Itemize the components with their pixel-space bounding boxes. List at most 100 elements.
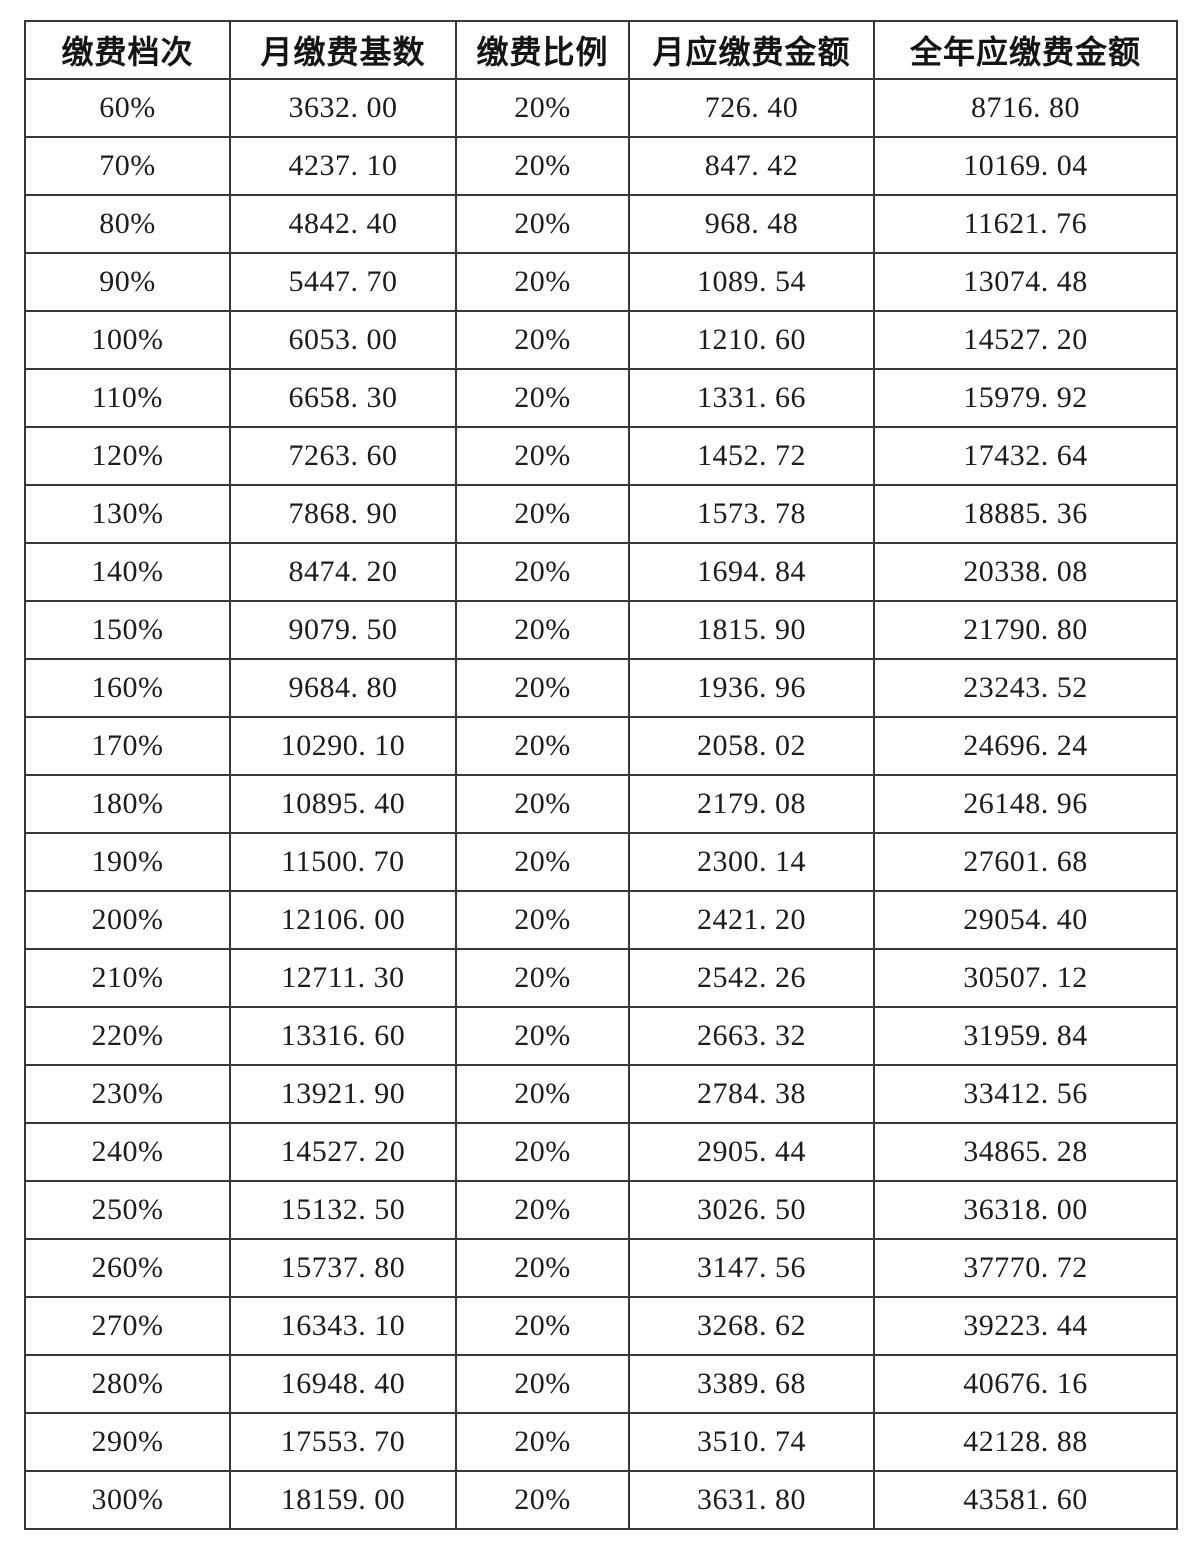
cell-ratio: 20% (455, 890, 630, 950)
cell-ratio: 20% (455, 774, 630, 834)
table-row: 250% 15132. 50 20% 3026. 50 36318. 00 (24, 1180, 1178, 1240)
cell-base: 18159. 00 (229, 1470, 457, 1530)
cell-annual: 14527. 20 (873, 310, 1178, 370)
cell-tier: 280% (24, 1354, 231, 1414)
cell-annual: 20338. 08 (873, 542, 1178, 602)
cell-monthly: 1331. 66 (628, 368, 875, 428)
cell-base: 11500. 70 (229, 832, 457, 892)
cell-base: 12106. 00 (229, 890, 457, 950)
cell-tier: 270% (24, 1296, 231, 1356)
cell-annual: 26148. 96 (873, 774, 1178, 834)
contribution-grades-table: 缴费档次 月缴费基数 缴费比例 月应缴费金额 全年应缴费金额 60% 3632. … (24, 20, 1178, 1530)
cell-tier: 60% (24, 78, 231, 138)
cell-base: 13316. 60 (229, 1006, 457, 1066)
cell-annual: 40676. 16 (873, 1354, 1178, 1414)
cell-monthly: 2058. 02 (628, 716, 875, 776)
table-row: 210% 12711. 30 20% 2542. 26 30507. 12 (24, 948, 1178, 1008)
cell-monthly: 1089. 54 (628, 252, 875, 312)
cell-monthly: 3026. 50 (628, 1180, 875, 1240)
cell-annual: 11621. 76 (873, 194, 1178, 254)
cell-base: 16343. 10 (229, 1296, 457, 1356)
cell-base: 15132. 50 (229, 1180, 457, 1240)
cell-monthly: 3510. 74 (628, 1412, 875, 1472)
cell-ratio: 20% (455, 484, 630, 544)
table-row: 270% 16343. 10 20% 3268. 62 39223. 44 (24, 1296, 1178, 1356)
table-row: 140% 8474. 20 20% 1694. 84 20338. 08 (24, 542, 1178, 602)
cell-ratio: 20% (455, 1238, 630, 1298)
col-header-monthly: 月应缴费金额 (628, 20, 875, 80)
table-row: 170% 10290. 10 20% 2058. 02 24696. 24 (24, 716, 1178, 776)
cell-monthly: 1694. 84 (628, 542, 875, 602)
cell-annual: 33412. 56 (873, 1064, 1178, 1124)
cell-base: 16948. 40 (229, 1354, 457, 1414)
cell-tier: 290% (24, 1412, 231, 1472)
cell-ratio: 20% (455, 542, 630, 602)
cell-base: 7263. 60 (229, 426, 457, 486)
cell-ratio: 20% (455, 1064, 630, 1124)
table-row: 130% 7868. 90 20% 1573. 78 18885. 36 (24, 484, 1178, 544)
table-row: 110% 6658. 30 20% 1331. 66 15979. 92 (24, 368, 1178, 428)
cell-base: 17553. 70 (229, 1412, 457, 1472)
table-row: 100% 6053. 00 20% 1210. 60 14527. 20 (24, 310, 1178, 370)
cell-monthly: 726. 40 (628, 78, 875, 138)
cell-ratio: 20% (455, 1122, 630, 1182)
cell-tier: 240% (24, 1122, 231, 1182)
cell-base: 9684. 80 (229, 658, 457, 718)
cell-annual: 42128. 88 (873, 1412, 1178, 1472)
cell-tier: 150% (24, 600, 231, 660)
cell-tier: 180% (24, 774, 231, 834)
table-row: 150% 9079. 50 20% 1815. 90 21790. 80 (24, 600, 1178, 660)
cell-annual: 13074. 48 (873, 252, 1178, 312)
cell-base: 12711. 30 (229, 948, 457, 1008)
cell-base: 5447. 70 (229, 252, 457, 312)
cell-monthly: 1573. 78 (628, 484, 875, 544)
cell-ratio: 20% (455, 1296, 630, 1356)
cell-ratio: 20% (455, 252, 630, 312)
cell-tier: 200% (24, 890, 231, 950)
cell-base: 14527. 20 (229, 1122, 457, 1182)
col-header-tier: 缴费档次 (24, 20, 231, 80)
cell-annual: 34865. 28 (873, 1122, 1178, 1182)
cell-ratio: 20% (455, 426, 630, 486)
cell-monthly: 2421. 20 (628, 890, 875, 950)
cell-annual: 43581. 60 (873, 1470, 1178, 1530)
cell-ratio: 20% (455, 600, 630, 660)
cell-tier: 230% (24, 1064, 231, 1124)
cell-annual: 29054. 40 (873, 890, 1178, 950)
cell-monthly: 2300. 14 (628, 832, 875, 892)
cell-monthly: 847. 42 (628, 136, 875, 196)
cell-annual: 24696. 24 (873, 716, 1178, 776)
cell-base: 6658. 30 (229, 368, 457, 428)
cell-base: 8474. 20 (229, 542, 457, 602)
cell-annual: 10169. 04 (873, 136, 1178, 196)
cell-tier: 210% (24, 948, 231, 1008)
cell-tier: 100% (24, 310, 231, 370)
cell-base: 10895. 40 (229, 774, 457, 834)
table-row: 160% 9684. 80 20% 1936. 96 23243. 52 (24, 658, 1178, 718)
cell-monthly: 1936. 96 (628, 658, 875, 718)
cell-base: 4237. 10 (229, 136, 457, 196)
cell-tier: 130% (24, 484, 231, 544)
cell-base: 13921. 90 (229, 1064, 457, 1124)
table-row: 260% 15737. 80 20% 3147. 56 37770. 72 (24, 1238, 1178, 1298)
cell-ratio: 20% (455, 310, 630, 370)
cell-annual: 15979. 92 (873, 368, 1178, 428)
cell-annual: 36318. 00 (873, 1180, 1178, 1240)
cell-ratio: 20% (455, 658, 630, 718)
cell-base: 3632. 00 (229, 78, 457, 138)
cell-tier: 170% (24, 716, 231, 776)
cell-monthly: 1452. 72 (628, 426, 875, 486)
cell-tier: 80% (24, 194, 231, 254)
table-row: 200% 12106. 00 20% 2421. 20 29054. 40 (24, 890, 1178, 950)
cell-ratio: 20% (455, 832, 630, 892)
cell-base: 4842. 40 (229, 194, 457, 254)
cell-monthly: 2784. 38 (628, 1064, 875, 1124)
cell-tier: 160% (24, 658, 231, 718)
table-row: 90% 5447. 70 20% 1089. 54 13074. 48 (24, 252, 1178, 312)
table-row: 240% 14527. 20 20% 2905. 44 34865. 28 (24, 1122, 1178, 1182)
cell-monthly: 2542. 26 (628, 948, 875, 1008)
table-row: 220% 13316. 60 20% 2663. 32 31959. 84 (24, 1006, 1178, 1066)
header-row: 缴费档次 月缴费基数 缴费比例 月应缴费金额 全年应缴费金额 (24, 20, 1178, 80)
cell-ratio: 20% (455, 716, 630, 776)
